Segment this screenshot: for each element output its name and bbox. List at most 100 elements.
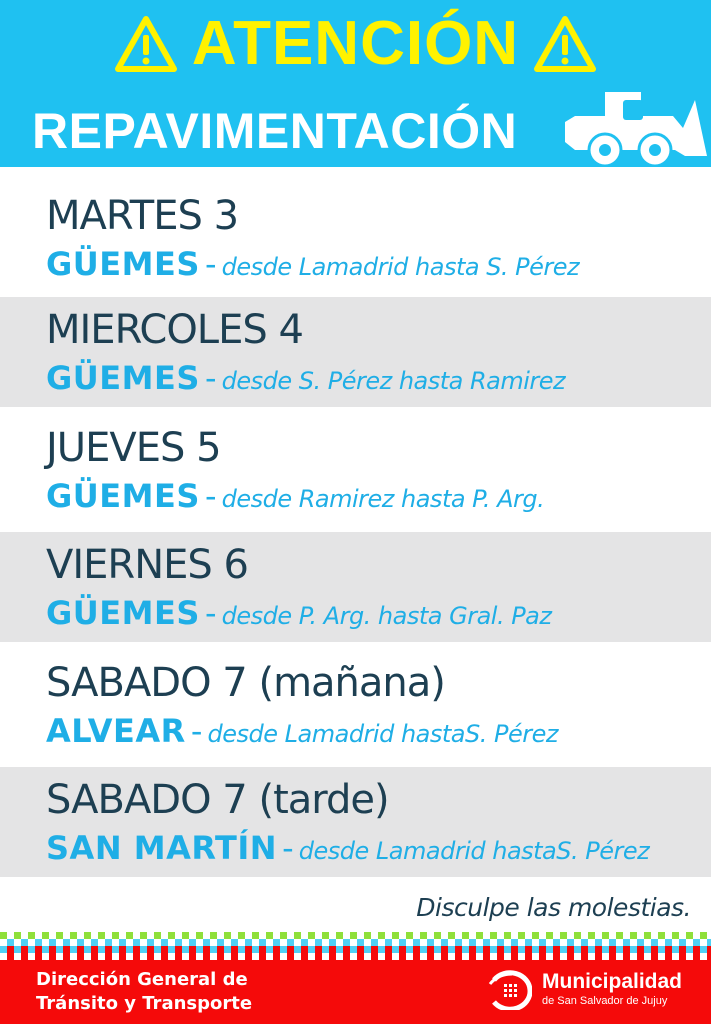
checker-square xyxy=(266,953,273,960)
checker-square xyxy=(238,953,245,960)
checker-square xyxy=(700,939,707,946)
checker-square xyxy=(42,939,49,946)
checker-square xyxy=(105,932,112,939)
checker-square xyxy=(448,946,455,953)
schedule-day: SABADO 7 (mañana) xyxy=(46,660,446,706)
checker-square xyxy=(616,939,623,946)
checker-square xyxy=(385,939,392,946)
checker-square xyxy=(168,946,175,953)
checker-square xyxy=(406,932,413,939)
checker-square xyxy=(154,939,161,946)
checker-square xyxy=(175,932,182,939)
schedule-item: SABADO 7 (tarde) SAN MARTÍN - desde Lama… xyxy=(0,767,711,877)
checker-square xyxy=(315,953,322,960)
municipality-logo-icon xyxy=(488,970,532,1010)
checker-square xyxy=(686,939,693,946)
checker-square xyxy=(504,939,511,946)
checker-square xyxy=(553,939,560,946)
checker-square xyxy=(574,932,581,939)
checker-square xyxy=(672,932,679,939)
checker-square xyxy=(294,939,301,946)
checker-square xyxy=(546,932,553,939)
checker-square xyxy=(357,953,364,960)
checker-square xyxy=(588,946,595,953)
checker-square xyxy=(525,932,532,939)
schedule-desc: desde S. Pérez hasta Ramirez xyxy=(221,367,566,395)
checker-square xyxy=(357,939,364,946)
checker-square xyxy=(287,946,294,953)
checker-square xyxy=(455,946,462,953)
checker-square xyxy=(406,946,413,953)
checker-square xyxy=(182,932,189,939)
checker-square xyxy=(602,946,609,953)
checker-square xyxy=(469,932,476,939)
checker-square xyxy=(406,953,413,960)
checker-square xyxy=(560,939,567,946)
checker-square xyxy=(385,953,392,960)
checker-square xyxy=(630,953,637,960)
checker-square xyxy=(273,932,280,939)
checker-square xyxy=(322,946,329,953)
checker-square xyxy=(259,939,266,946)
checker-square xyxy=(518,932,525,939)
checker-square xyxy=(679,939,686,946)
footer: Dirección General de Tránsito y Transpor… xyxy=(0,960,711,1024)
checker-square xyxy=(623,953,630,960)
checker-square xyxy=(70,939,77,946)
header-banner: ATENCIÓN REPAVIMENTACIÓN xyxy=(0,0,711,167)
checker-square xyxy=(609,932,616,939)
checker-square xyxy=(77,939,84,946)
checker-square xyxy=(91,953,98,960)
checker-square xyxy=(525,946,532,953)
checker-square xyxy=(63,953,70,960)
checker-square xyxy=(196,932,203,939)
checker-square xyxy=(700,953,707,960)
checker-square xyxy=(483,946,490,953)
checker-square xyxy=(49,953,56,960)
checker-square xyxy=(133,953,140,960)
checker-square xyxy=(448,939,455,946)
checker-square xyxy=(518,939,525,946)
checker-square xyxy=(252,946,259,953)
separator: - xyxy=(204,245,217,283)
checker-square xyxy=(693,946,700,953)
checker-square xyxy=(546,953,553,960)
checker-square xyxy=(84,953,91,960)
checker-square xyxy=(189,932,196,939)
checker-square xyxy=(245,946,252,953)
checker-square xyxy=(7,932,14,939)
checker-square xyxy=(14,939,21,946)
checker-square xyxy=(28,932,35,939)
checker-square xyxy=(238,939,245,946)
checker-square xyxy=(14,946,21,953)
checker-square xyxy=(637,939,644,946)
checker-square xyxy=(343,939,350,946)
checker-square xyxy=(357,946,364,953)
checker-square xyxy=(378,946,385,953)
checker-square xyxy=(182,953,189,960)
checker-square xyxy=(630,932,637,939)
title: ATENCIÓN xyxy=(191,9,520,78)
separator: - xyxy=(282,829,294,867)
schedule-day: VIERNES 6 xyxy=(46,542,249,588)
checker-square xyxy=(140,946,147,953)
checker-square xyxy=(658,939,665,946)
checker-square xyxy=(119,946,126,953)
checker-square xyxy=(672,939,679,946)
checker-square xyxy=(77,946,84,953)
checker-square xyxy=(672,946,679,953)
checker-square xyxy=(238,946,245,953)
schedule-day: SABADO 7 (tarde) xyxy=(46,777,390,823)
checker-square xyxy=(189,939,196,946)
checker-square xyxy=(707,939,711,946)
schedule-desc: desde Ramirez hasta P. Arg. xyxy=(221,485,545,513)
checker-square xyxy=(133,939,140,946)
checker-square xyxy=(679,932,686,939)
checker-square xyxy=(539,953,546,960)
checker-square xyxy=(490,932,497,939)
checker-square xyxy=(504,953,511,960)
checker-square xyxy=(35,953,42,960)
checker-square xyxy=(588,939,595,946)
checker-square xyxy=(441,946,448,953)
checker-square xyxy=(602,953,609,960)
